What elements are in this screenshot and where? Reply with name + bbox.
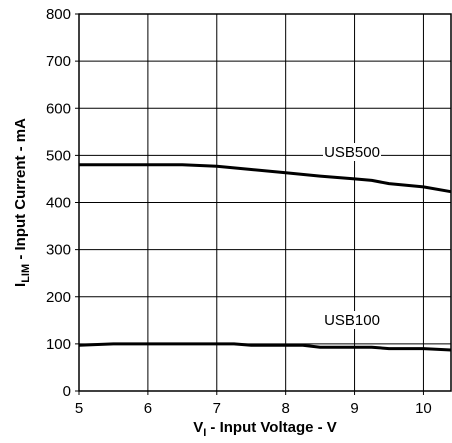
- x-axis-title: VI - Input Voltage - V: [193, 419, 337, 439]
- x-tick-label: 6: [144, 400, 152, 417]
- y-tick-label: 500: [46, 147, 71, 164]
- series-label: USB500: [324, 144, 380, 161]
- series-label-background: [323, 311, 381, 329]
- y-tick-label: 700: [46, 53, 71, 70]
- series-line: [78, 342, 452, 352]
- x-axis-ticks: 5 6 7 8 9 10: [75, 391, 432, 417]
- y-tick-label: 200: [46, 289, 71, 306]
- y-axis-ticks: 0 100 200 300 400 500 600 700 800: [46, 6, 79, 400]
- y-tick-label: 400: [46, 195, 71, 212]
- x-tick-label: 10: [415, 400, 432, 417]
- x-tick-label: 5: [75, 400, 83, 417]
- x-tick-label: 8: [281, 400, 289, 417]
- series-label: USB100: [324, 312, 380, 329]
- y-tick-label: 600: [46, 100, 71, 117]
- y-tick-label: 100: [46, 336, 71, 353]
- x-tick-label: 7: [213, 400, 221, 417]
- y-axis-title: ILIM - Input Current - mA: [12, 118, 32, 287]
- x-tick-label: 9: [350, 400, 358, 417]
- y-tick-label: 300: [46, 242, 71, 259]
- y-tick-label: 0: [63, 383, 71, 400]
- series-labels: USB500 USB100: [323, 143, 381, 329]
- series-label-background: [323, 143, 381, 161]
- y-tick-label: 800: [46, 6, 71, 23]
- series-group: [78, 163, 452, 352]
- grid-lines: [79, 14, 451, 391]
- series-line: [79, 163, 452, 194]
